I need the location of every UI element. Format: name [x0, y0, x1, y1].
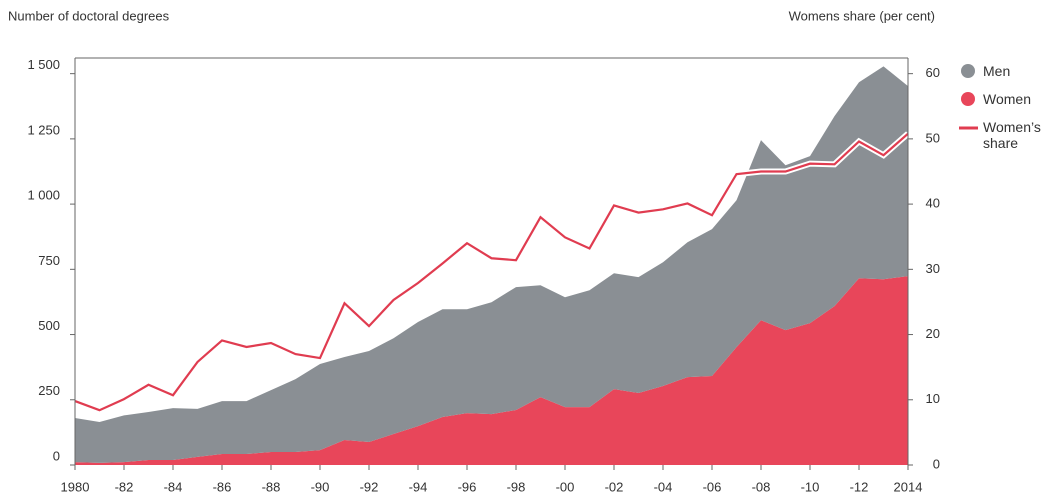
legend-label: Women [983, 91, 1031, 107]
x-tick-label: -06 [703, 479, 722, 494]
x-tick-label: -02 [605, 479, 624, 494]
y2-tick-label: 60 [926, 65, 940, 80]
x-tick-label: -08 [752, 479, 771, 494]
y-tick-label: 1 250 [27, 122, 60, 137]
x-tick-label: -96 [458, 479, 477, 494]
x-tick-label: -86 [213, 479, 232, 494]
x-tick-label: 1980 [61, 479, 90, 494]
y2-tick-label: 40 [926, 196, 940, 211]
y2-tick-label: 20 [926, 326, 940, 341]
y2-tick-label: 0 [933, 456, 940, 471]
area [75, 66, 908, 463]
x-tick-label: -88 [262, 479, 281, 494]
x-tick-label: -82 [115, 479, 134, 494]
legend-marker [961, 64, 975, 78]
area [75, 276, 908, 465]
x-tick-label: -92 [360, 479, 379, 494]
x-tick-label: -84 [164, 479, 183, 494]
y-tick-label: 1 500 [27, 57, 60, 72]
x-tick-label: -00 [556, 479, 575, 494]
legend-label: Women’s share [983, 119, 1041, 151]
y-tick-label: 0 [53, 448, 60, 463]
y-tick-label: 250 [38, 383, 60, 398]
y2-tick-label: 50 [926, 130, 940, 145]
y2-tick-label: 30 [926, 261, 940, 276]
y-axis-title: Number of doctoral degrees [8, 8, 170, 23]
legend-marker [961, 92, 975, 106]
x-tick-label: -90 [311, 479, 330, 494]
x-tick-label: -04 [654, 479, 673, 494]
legend-label: Men [983, 63, 1011, 79]
y-tick-label: 500 [38, 318, 60, 333]
x-tick-label: -10 [801, 479, 820, 494]
y2-axis-title: Womens share (per cent) [789, 8, 935, 23]
y-tick-label: 1 000 [27, 188, 60, 203]
x-tick-label: 2014 [894, 479, 923, 494]
line [74, 132, 909, 412]
x-tick-label: -12 [850, 479, 869, 494]
y2-tick-label: 10 [926, 391, 940, 406]
y-tick-label: 750 [38, 253, 60, 268]
x-tick-label: -94 [409, 479, 428, 494]
x-tick-label: -98 [507, 479, 526, 494]
